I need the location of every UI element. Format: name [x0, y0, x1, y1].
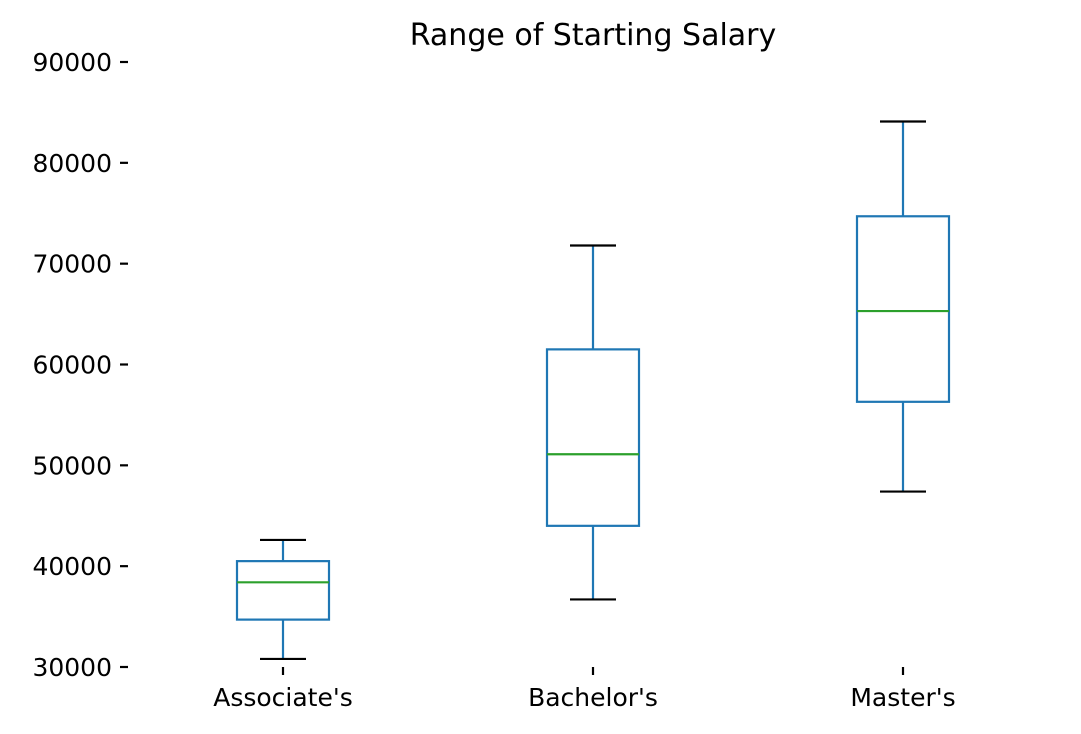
x-tick-label: Master's — [850, 683, 955, 712]
y-tick-label: 70000 — [32, 250, 112, 279]
y-axis: 30000 40000 50000 60000 70000 80000 90000 — [32, 48, 128, 682]
chart-title: Range of Starting Salary — [410, 18, 777, 53]
y-tick-label: 80000 — [32, 149, 112, 178]
plot-area — [235, 120, 951, 661]
y-tick-label: 30000 — [32, 653, 112, 682]
box — [855, 215, 951, 403]
y-tick-label: 60000 — [32, 351, 112, 380]
box — [235, 560, 331, 621]
box-group — [545, 244, 641, 601]
y-tick-label: 90000 — [32, 48, 112, 77]
x-tick-label: Associate's — [213, 683, 353, 712]
box-group — [855, 120, 951, 493]
y-tick-label: 40000 — [32, 552, 112, 581]
box-group — [235, 538, 331, 661]
y-tick-label: 50000 — [32, 451, 112, 480]
x-tick-label: Bachelor's — [528, 683, 658, 712]
x-axis: Associate's Bachelor's Master's — [213, 667, 956, 712]
box — [545, 348, 641, 527]
